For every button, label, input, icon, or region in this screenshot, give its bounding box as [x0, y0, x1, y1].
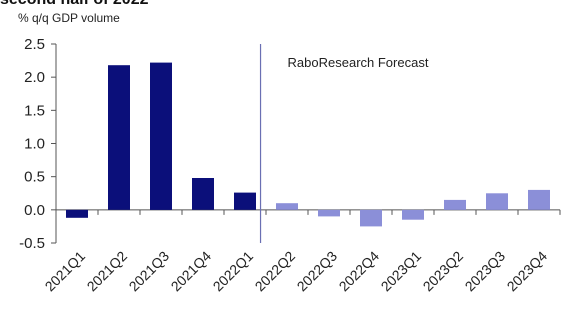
y-tick-label: -0.5	[19, 235, 45, 252]
x-tick-label: 2021Q4	[168, 248, 215, 295]
y-tick-label: 1.0	[24, 136, 45, 153]
x-tick-label: 2023Q4	[504, 248, 551, 295]
bar-2021Q4	[192, 178, 214, 210]
bar-2022Q4	[360, 209, 382, 227]
bar-2022Q3	[318, 209, 340, 217]
bar-2022Q1	[234, 192, 256, 210]
chart-title: second half of 2022	[0, 0, 149, 9]
bar-2022Q2	[276, 203, 298, 210]
y-tick-label: 1.5	[24, 102, 45, 119]
x-tick-label: 2021Q1	[42, 248, 89, 295]
x-tick-label: 2022Q3	[294, 248, 341, 295]
x-tick-label: 2023Q3	[462, 248, 509, 295]
x-tick-label: 2021Q3	[126, 248, 173, 295]
axes-group	[51, 43, 561, 244]
bar-2023Q3	[486, 193, 508, 210]
bar-2021Q3	[150, 62, 172, 210]
y-tick-label: 2.5	[24, 36, 45, 53]
bar-2023Q2	[444, 199, 466, 210]
y-tick-label: 2.0	[24, 69, 45, 86]
bar-2021Q1	[66, 209, 88, 218]
y-tick-label: 0.0	[24, 202, 45, 219]
x-tick-label: 2022Q1	[210, 248, 257, 295]
x-tick-label: 2023Q1	[378, 248, 425, 295]
labels-group: -0.5 0.0 0.5 1.0 1.5 2.0 2.5 RaboResearch Forec…	[19, 36, 550, 294]
bar-2023Q1	[402, 209, 424, 220]
y-axis-label: % q/q GDP volume	[18, 11, 120, 25]
bar-2021Q2	[108, 65, 130, 210]
y-tick-label: 0.5	[24, 169, 45, 186]
forecast-annotation: RaboResearch Forecast	[288, 55, 429, 70]
x-tick-label: 2022Q2	[252, 248, 299, 295]
x-tick-label: 2023Q2	[420, 248, 467, 295]
x-tick-label: 2021Q2	[84, 248, 131, 295]
bars-group	[66, 62, 550, 227]
x-tick-label: 2022Q4	[336, 248, 383, 295]
bar-2023Q4	[528, 189, 550, 210]
